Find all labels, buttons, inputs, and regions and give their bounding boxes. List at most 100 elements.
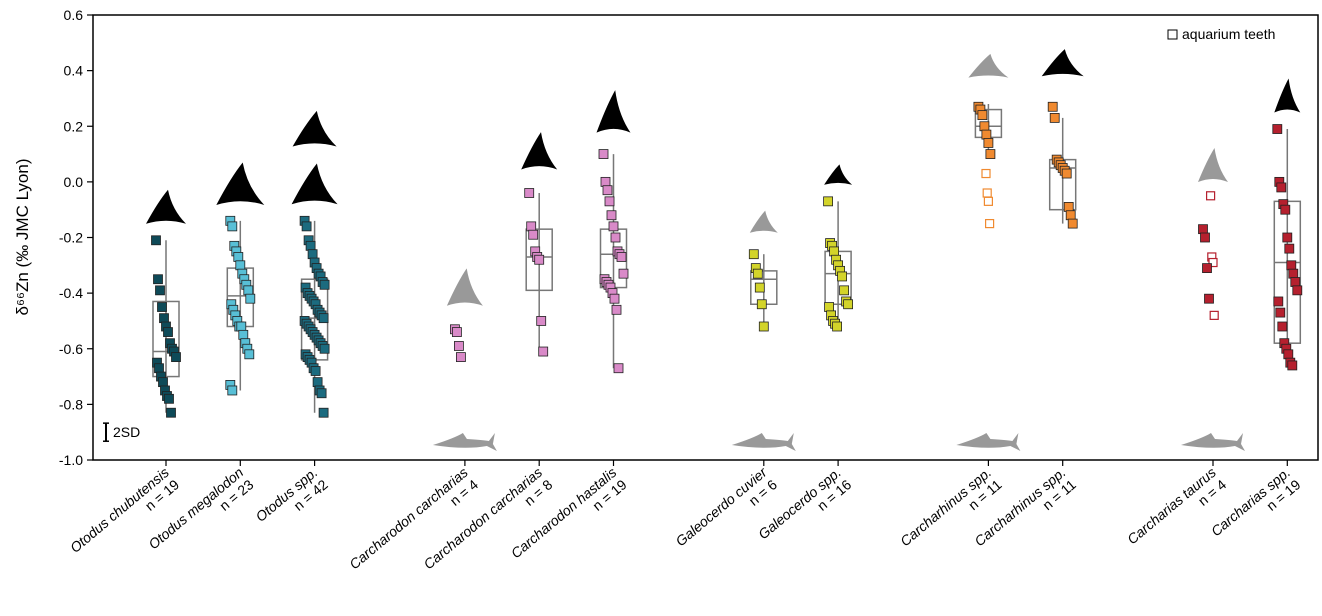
point [1287, 360, 1298, 371]
point [538, 346, 549, 357]
point [1290, 277, 1301, 287]
point [159, 313, 169, 324]
point [823, 196, 833, 207]
point [154, 363, 164, 374]
y-tick-label: -1.0 [59, 452, 83, 468]
legend-label: aquarium teeth [1182, 26, 1275, 42]
point [604, 196, 615, 207]
point [227, 221, 238, 232]
x-tick-label: Otodus spp.n = 42 [252, 464, 331, 525]
open-point [983, 196, 994, 206]
point [1282, 232, 1293, 243]
y-tick-label: -0.2 [59, 230, 83, 246]
point [158, 377, 168, 388]
point [611, 304, 622, 315]
point [227, 385, 238, 396]
x-tick-label: Carcharhinus spp.n = 11 [897, 464, 1005, 549]
tooth-icon [1041, 49, 1084, 77]
shark-icon [731, 433, 796, 451]
point [318, 407, 329, 418]
point [610, 232, 621, 243]
point [1275, 307, 1286, 318]
tooth-icon [292, 110, 337, 147]
tooth-icon [596, 90, 631, 133]
point [305, 240, 316, 251]
point [166, 407, 176, 418]
point [758, 321, 769, 332]
point [824, 302, 834, 312]
category-name: Carcharodon carcharias [420, 464, 545, 572]
y-axis-label: δ⁶⁶Zn (‰ JMC Lyon) [13, 159, 32, 316]
tooth-icon [824, 164, 853, 185]
point [164, 393, 174, 404]
point [534, 254, 545, 265]
point [528, 229, 539, 240]
open-point [1205, 191, 1216, 201]
point [756, 299, 767, 310]
point [839, 285, 849, 296]
point [451, 327, 462, 337]
open-point [984, 218, 995, 229]
point [526, 221, 537, 232]
point [233, 252, 244, 262]
point [1284, 243, 1295, 254]
category-name: Carcharodon carcharias [346, 464, 471, 572]
point [243, 285, 254, 296]
point [238, 329, 249, 340]
point [453, 341, 464, 351]
y-tick-label: 0.0 [64, 174, 84, 190]
point [985, 149, 996, 159]
point [977, 110, 988, 121]
point [602, 185, 613, 196]
point [609, 293, 620, 304]
point [151, 235, 161, 246]
shark-icon [1181, 433, 1245, 451]
point [171, 352, 181, 362]
tooth-icon [1198, 147, 1228, 182]
point [245, 293, 256, 304]
tooth-icon [968, 53, 1009, 78]
point [983, 138, 994, 148]
point [163, 327, 173, 337]
open-point [1208, 257, 1218, 268]
open-point [981, 168, 991, 179]
point [319, 343, 330, 354]
point [316, 388, 327, 399]
point [1061, 168, 1072, 179]
point [307, 249, 318, 260]
point [843, 299, 853, 310]
point [748, 249, 759, 260]
point [618, 268, 629, 279]
point [236, 321, 247, 332]
tooth-icon [291, 163, 338, 205]
point [318, 313, 329, 324]
y-tick-label: -0.8 [59, 396, 83, 412]
point [1283, 349, 1294, 360]
point [752, 268, 763, 279]
point [598, 149, 609, 159]
tooth-icon [216, 162, 265, 205]
point [310, 366, 321, 376]
box [525, 228, 553, 292]
point [1204, 293, 1214, 304]
box [152, 300, 180, 378]
error-bar-label: 2SD [113, 424, 140, 440]
point [1292, 285, 1303, 296]
legend-marker [1167, 29, 1178, 40]
shark-icon [432, 433, 497, 451]
point [613, 363, 624, 374]
x-tick-label: Carcharias spp.n = 19 [1208, 464, 1304, 539]
y-tick-label: -0.4 [59, 285, 83, 301]
shark-icon [956, 433, 1021, 451]
point [536, 316, 547, 326]
point [829, 246, 839, 257]
point [1288, 268, 1299, 279]
point [244, 349, 255, 360]
point [157, 302, 167, 312]
open-point [982, 188, 992, 198]
